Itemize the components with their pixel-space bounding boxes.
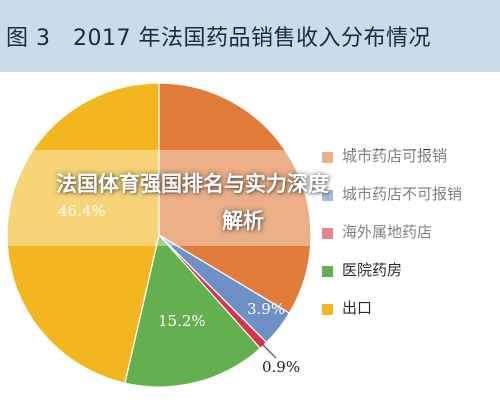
overlay-headline: 法国体育强国排名与实力深度 (56, 172, 329, 196)
header-band (0, 0, 500, 72)
overlay-banner (0, 150, 500, 246)
legend-item-3: 海外属地药店 (322, 217, 492, 255)
slice-value-label-3: 0.9% (262, 358, 300, 376)
callout-line-3 (261, 343, 277, 359)
pie-slice-4 (124, 233, 262, 388)
pie-slice-5 (6, 82, 160, 384)
chart-legend: 城市药店可报销 城市药店不可报销 海外属地药店 医院药房出口 (322, 141, 492, 331)
legend-item-5: 出口 (322, 293, 492, 331)
legend-swatch (322, 266, 333, 277)
legend-item-4: 医院药房 (322, 255, 492, 293)
pie-value-labels: 3.9% 0.9% 15.2% 46.4% (58, 202, 300, 376)
pie-callouts (261, 343, 277, 359)
legend-label: 医院药房 (342, 261, 403, 279)
slice-value-label-5: 46.4% (58, 202, 106, 220)
legend-label: 城市药店不可报销 (342, 185, 463, 203)
legend-item-1: 城市药店可报销 (322, 141, 492, 179)
figure-title: 图 3 2017 年法国药品销售收入分布情况 (6, 26, 431, 51)
slice-value-label-2: 3.9% (247, 300, 285, 318)
slice-value-label-4: 15.2% (158, 312, 206, 330)
pie-chart: 3.9% 0.9% 15.2% 46.4% (6, 82, 312, 388)
pie-slices (6, 82, 312, 388)
legend-swatch (322, 228, 333, 239)
legend-label: 海外属地药店 (342, 223, 433, 241)
legend-label: 出口 (342, 299, 373, 317)
overlay-headline-cont: 解析 (222, 209, 264, 233)
legend-swatch (322, 190, 333, 201)
pie-slice-1 (158, 82, 312, 315)
legend-label: 城市药店可报销 (342, 147, 448, 165)
legend-item-2: 城市药店不可报销 (322, 179, 492, 217)
legend-swatch (322, 304, 333, 315)
legend-swatch (322, 152, 333, 163)
